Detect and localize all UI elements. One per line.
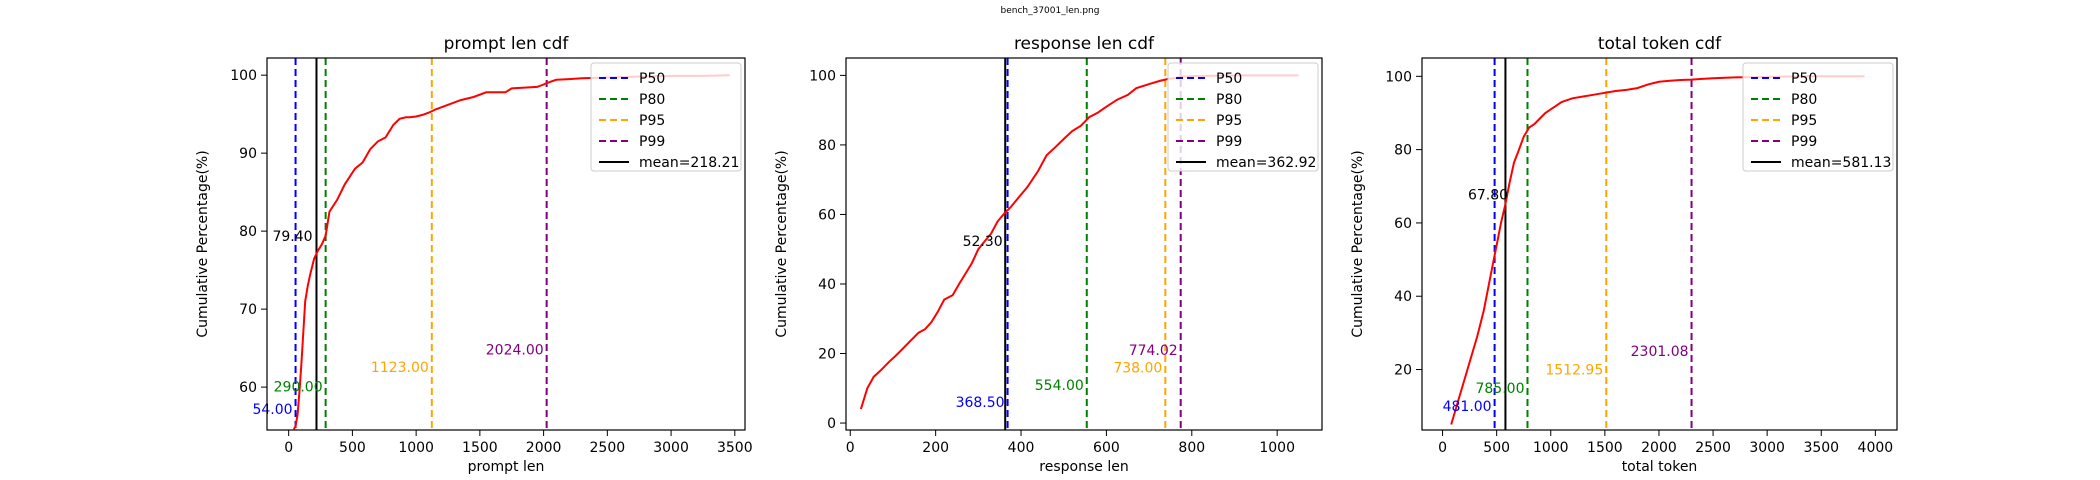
percentile-label: 2301.08	[1631, 344, 1689, 360]
x-tick-label: 2000	[526, 440, 562, 456]
annotation-label: 79.40	[272, 229, 312, 245]
legend-box	[590, 62, 742, 172]
x-tick-label: 200	[922, 440, 949, 456]
x-axis-label: response len	[1039, 459, 1128, 475]
annotation-label: 67.80	[1468, 187, 1508, 203]
legend-entry: mean=362.92	[1216, 155, 1316, 171]
cdf-line	[292, 74, 730, 430]
legend-entry: P50	[1216, 71, 1242, 87]
legend-entry: mean=218.21	[639, 155, 739, 171]
y-tick-label: 20	[818, 347, 836, 363]
x-tick-label: 1000	[1259, 440, 1295, 456]
y-tick-label: 40	[818, 277, 836, 293]
x-tick-label: 500	[1483, 440, 1510, 456]
annotation-label: 52.30	[963, 234, 1003, 250]
x-tick-label: 2500	[590, 440, 626, 456]
y-tick-label: 90	[239, 146, 257, 162]
x-tick-label: 3500	[717, 440, 753, 456]
x-tick-label: 3000	[653, 440, 689, 456]
y-tick-label: 40	[1394, 289, 1412, 305]
percentile-label: 554.00	[1035, 378, 1084, 394]
y-tick-label: 20	[1394, 363, 1412, 379]
legend-entry: P80	[1216, 92, 1242, 108]
x-tick-label: 600	[1093, 440, 1120, 456]
x-tick-label: 0	[846, 440, 855, 456]
chart-title: response len cdf	[1014, 34, 1155, 54]
chart-title: total token cdf	[1598, 34, 1722, 54]
legend-entry: P80	[639, 92, 665, 108]
legend-entry: mean=581.13	[1791, 155, 1891, 171]
x-tick-label: 0	[284, 440, 293, 456]
chart-panel-2: response len cdf 368.50 554.00 738.00774.02…	[774, 34, 1323, 475]
legend: P50 P80 P95 P99 mean=362.92	[1167, 62, 1319, 172]
x-axis-label: total token	[1622, 459, 1698, 475]
x-tick-label: 500	[339, 440, 366, 456]
y-tick-label: 100	[809, 68, 836, 84]
percentile-label: 738.00	[1113, 360, 1162, 376]
figure-title: bench_37001_len.png	[1000, 6, 1100, 16]
legend-entry: P50	[639, 71, 665, 87]
x-tick-label: 3500	[1803, 440, 1839, 456]
y-axis-label: Cumulative Percentage(%)	[1350, 150, 1366, 337]
legend-box	[1167, 62, 1319, 172]
x-tick-label: 4000	[1858, 440, 1894, 456]
y-tick-label: 80	[239, 224, 257, 240]
y-tick-label: 80	[818, 138, 836, 154]
legend-entry: P50	[1791, 71, 1817, 87]
legend-entry: P95	[639, 113, 665, 129]
legend: P50 P80 P95 P99 mean=218.21	[590, 62, 742, 172]
legend: P50 P80 P95 P99 mean=581.13	[1742, 62, 1894, 172]
x-axis-label: prompt len	[468, 459, 545, 475]
percentile-label: 774.02	[1129, 343, 1178, 359]
percentile-label: 1123.00	[371, 360, 429, 376]
x-tick-label: 0	[1438, 440, 1447, 456]
y-tick-label: 70	[239, 302, 257, 318]
y-tick-label: 0	[827, 416, 836, 432]
y-tick-label: 60	[1394, 216, 1412, 232]
y-tick-label: 60	[818, 207, 836, 223]
legend-entry: P80	[1791, 92, 1817, 108]
percentile-label: 1512.95	[1545, 363, 1603, 379]
legend-entry: P99	[1791, 134, 1817, 150]
y-tick-label: 100	[230, 68, 257, 84]
x-tick-label: 2000	[1641, 440, 1677, 456]
plot-frame	[1421, 57, 1898, 431]
percentile-label: 54.00	[252, 402, 292, 418]
y-axis-label: Cumulative Percentage(%)	[195, 150, 211, 337]
x-tick-label: 1500	[1587, 440, 1623, 456]
y-axis-label: Cumulative Percentage(%)	[774, 150, 790, 337]
percentile-label: 290.00	[274, 379, 323, 395]
chart-panel-1: prompt len cdf 54.00 290.00 1123.00 2024.00 7…	[195, 34, 753, 475]
chart-panel-3: total token cdf 481.00 785.00 1512.95 2301.0…	[1350, 34, 1898, 475]
legend-box	[1742, 62, 1894, 172]
x-tick-label: 800	[1178, 440, 1205, 456]
y-tick-label: 100	[1385, 69, 1412, 85]
percentile-label: 481.00	[1443, 399, 1492, 415]
cdf-line	[1450, 75, 1865, 425]
legend-entry: P99	[1216, 134, 1242, 150]
x-tick-label: 400	[1008, 440, 1035, 456]
plot-frame	[266, 57, 746, 431]
legend-entry: P95	[1216, 113, 1242, 129]
x-tick-label: 1000	[398, 440, 434, 456]
x-tick-label: 1000	[1533, 440, 1569, 456]
x-tick-label: 2500	[1695, 440, 1731, 456]
x-tick-label: 1500	[462, 440, 498, 456]
percentile-label: 368.50	[956, 395, 1005, 411]
plot-frame	[845, 57, 1323, 431]
x-tick-label: 3000	[1749, 440, 1785, 456]
legend-entry: P99	[639, 134, 665, 150]
chart-title: prompt len cdf	[444, 34, 570, 54]
y-tick-label: 80	[1394, 143, 1412, 159]
percentile-label: 2024.00	[486, 343, 544, 359]
legend-entry: P95	[1791, 113, 1817, 129]
percentile-label: 785.00	[1475, 381, 1524, 397]
y-tick-label: 60	[239, 380, 257, 396]
